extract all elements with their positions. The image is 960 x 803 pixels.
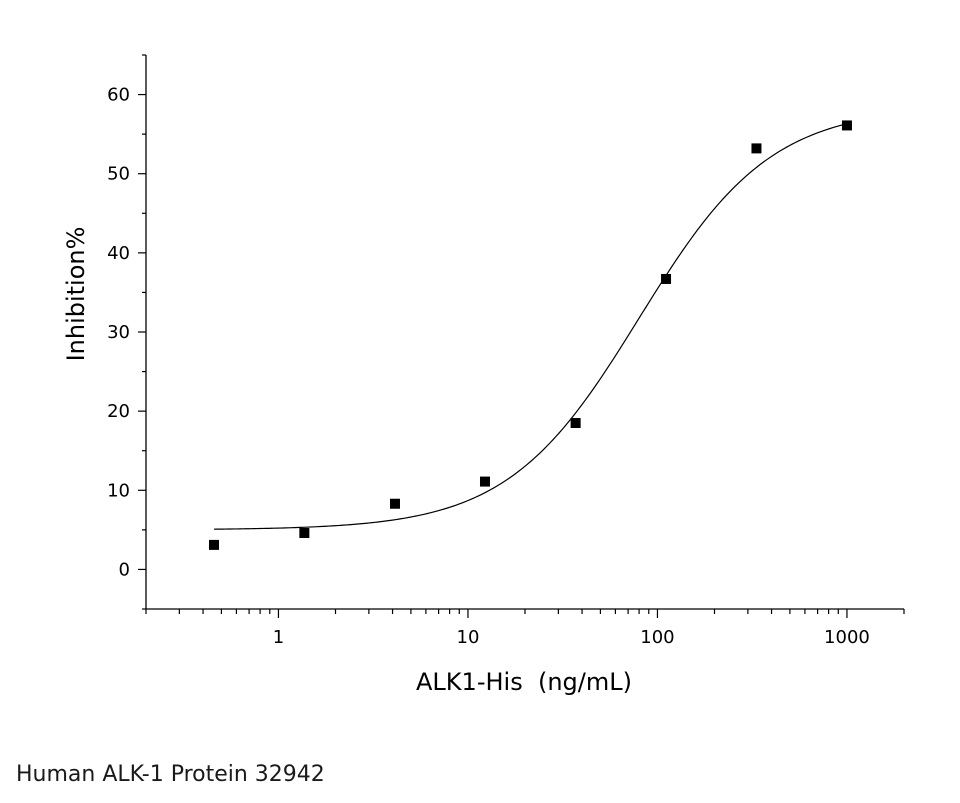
- y-axis-title: Inhibition%: [62, 227, 90, 362]
- x-tick-label: 100: [640, 627, 674, 648]
- data-point: [661, 273, 672, 284]
- x-axis-title: ALK1-His (ng/mL): [416, 668, 632, 696]
- fit-curve: [214, 123, 848, 530]
- data-point: [841, 120, 852, 131]
- fit-curve-layer: [214, 123, 848, 530]
- data-point: [299, 528, 310, 539]
- x-tick-label: 1: [273, 627, 284, 648]
- tick-labels: 0 10 20 30 40 50 60 1 10 100 1000: [107, 85, 870, 648]
- y-tick-label: 20: [107, 401, 130, 422]
- dose-response-chart: 0 10 20 30 40 50 60 1 10 100 1000 ALK1-His (ng/mL)…: [62, 54, 905, 696]
- y-tick-label: 50: [107, 164, 130, 185]
- figure-caption: Human ALK-1 Protein 32942: [16, 762, 325, 787]
- data-point: [751, 143, 762, 154]
- x-tick-label: 10: [457, 627, 480, 648]
- data-point: [389, 498, 400, 509]
- y-tick-label: 30: [107, 322, 130, 343]
- axis-ticks: [138, 54, 905, 618]
- data-point: [479, 476, 490, 487]
- data-point: [570, 418, 581, 429]
- axes: [145, 55, 904, 610]
- data-points: [209, 120, 852, 550]
- y-tick-label: 0: [119, 559, 130, 580]
- y-tick-label: 60: [107, 85, 130, 106]
- y-tick-label: 40: [107, 243, 130, 264]
- data-point: [209, 539, 220, 550]
- x-tick-label: 1000: [824, 627, 870, 648]
- y-tick-label: 10: [107, 480, 130, 501]
